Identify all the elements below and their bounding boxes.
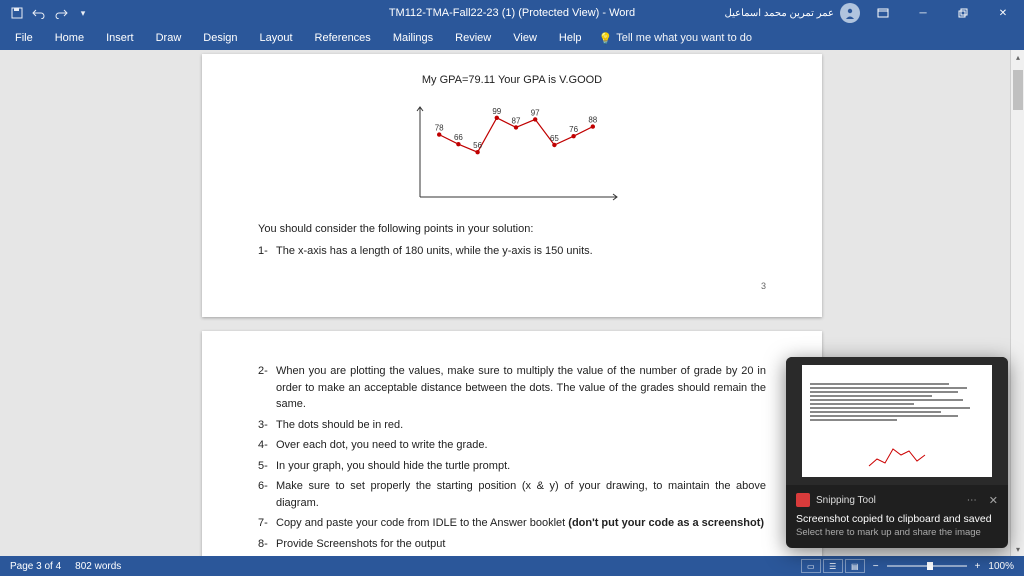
read-mode-icon[interactable]: ▭	[801, 559, 821, 573]
status-page[interactable]: Page 3 of 4	[10, 561, 61, 572]
tell-me-search[interactable]: 💡 Tell me what you want to do	[599, 32, 752, 45]
tab-layout[interactable]: Layout	[249, 26, 304, 50]
svg-text:56: 56	[473, 141, 482, 150]
toast-close-icon[interactable]: ✕	[989, 494, 998, 507]
scroll-thumb[interactable]	[1013, 70, 1023, 110]
tell-me-label: Tell me what you want to do	[616, 32, 752, 44]
tab-references[interactable]: References	[304, 26, 382, 50]
zoom-level[interactable]: 100%	[988, 561, 1014, 572]
consider-text: You should consider the following points…	[258, 221, 766, 238]
tab-mailings[interactable]: Mailings	[382, 26, 444, 50]
toast-app-name: Snipping Tool	[816, 495, 876, 506]
point-6: 6-Make sure to set properly the starting…	[258, 478, 766, 511]
toast-subtitle: Select here to mark up and share the ima…	[796, 527, 998, 538]
window-title: TM112-TMA-Fall22-23 (1) (Protected View)…	[389, 7, 635, 19]
zoom-slider[interactable]	[887, 565, 967, 567]
qat-customize-icon[interactable]: ▾	[74, 4, 92, 22]
page-1: My GPA=79.11 Your GPA is V.GOOD 78 66 56 99…	[202, 54, 822, 317]
snipping-tool-icon	[796, 493, 810, 507]
ribbon-tabs: File Home Insert Draw Design Layout Refe…	[0, 26, 1024, 50]
undo-icon[interactable]	[30, 4, 48, 22]
bulb-icon: 💡	[599, 32, 613, 45]
point-2: 2-When you are plotting the values, make…	[258, 363, 766, 413]
quick-access-toolbar: ▾	[0, 4, 100, 22]
snipping-tool-toast[interactable]: Snipping Tool ⋯ ✕ Screenshot copied to c…	[786, 357, 1008, 548]
close-button[interactable]: ✕	[986, 0, 1020, 26]
svg-text:78: 78	[435, 123, 444, 132]
zoom-minus[interactable]: −	[873, 561, 879, 572]
svg-text:87: 87	[512, 116, 521, 125]
svg-text:99: 99	[492, 106, 501, 115]
user-name: عمر تمرين محمد اسماعيل	[725, 8, 834, 19]
point-8: 8-Provide Screenshots for the output	[258, 536, 766, 553]
point-4: 4-Over each dot, you need to write the g…	[258, 437, 766, 454]
title-bar: ▾ TM112-TMA-Fall22-23 (1) (Protected Vie…	[0, 0, 1024, 26]
toast-app-row: Snipping Tool ⋯ ✕	[796, 493, 998, 507]
tab-design[interactable]: Design	[192, 26, 248, 50]
save-icon[interactable]	[8, 4, 26, 22]
view-buttons: ▭ ☰ ▤	[801, 559, 865, 573]
scroll-up-icon[interactable]: ▴	[1011, 50, 1024, 64]
minimize-button[interactable]: ─	[906, 0, 940, 26]
svg-text:76: 76	[569, 125, 578, 134]
print-layout-icon[interactable]: ☰	[823, 559, 843, 573]
gpa-chart: 78 66 56 99 87 97 65 76 88	[258, 97, 766, 207]
tab-home[interactable]: Home	[44, 26, 95, 50]
svg-text:97: 97	[531, 108, 540, 117]
toast-preview-image	[802, 365, 992, 477]
point-1: 1- The x-axis has a length of 180 units,…	[258, 243, 766, 260]
status-bar: Page 3 of 4 802 words ▭ ☰ ▤ − + 100%	[0, 556, 1024, 576]
point-5: 5-In your graph, you should hide the tur…	[258, 458, 766, 475]
toast-more-icon[interactable]: ⋯	[967, 495, 977, 506]
page-2: 2-When you are plotting the values, make…	[202, 331, 822, 556]
tab-file[interactable]: File	[4, 26, 44, 50]
svg-text:65: 65	[550, 134, 559, 143]
toast-preview	[786, 357, 1008, 485]
gpa-header: My GPA=79.11 Your GPA is V.GOOD	[258, 72, 766, 89]
svg-text:66: 66	[454, 133, 463, 142]
tab-view[interactable]: View	[502, 26, 548, 50]
vertical-scrollbar[interactable]: ▴ ▾	[1010, 50, 1024, 556]
svg-text:88: 88	[588, 115, 597, 124]
point-7: 7-Copy and paste your code from IDLE to …	[258, 515, 766, 532]
tab-review[interactable]: Review	[444, 26, 502, 50]
redo-icon[interactable]	[52, 4, 70, 22]
ribbon-display-icon[interactable]	[866, 0, 900, 26]
zoom-plus[interactable]: +	[975, 561, 981, 572]
toast-title: Screenshot copied to clipboard and saved	[796, 513, 998, 525]
web-layout-icon[interactable]: ▤	[845, 559, 865, 573]
tab-draw[interactable]: Draw	[145, 26, 193, 50]
point-3: 3-The dots should be in red.	[258, 417, 766, 434]
scroll-down-icon[interactable]: ▾	[1011, 542, 1024, 556]
avatar[interactable]	[840, 3, 860, 23]
tab-help[interactable]: Help	[548, 26, 593, 50]
status-words[interactable]: 802 words	[75, 561, 121, 572]
maximize-button[interactable]	[946, 0, 980, 26]
tab-insert[interactable]: Insert	[95, 26, 145, 50]
page-number: 3	[258, 280, 766, 294]
